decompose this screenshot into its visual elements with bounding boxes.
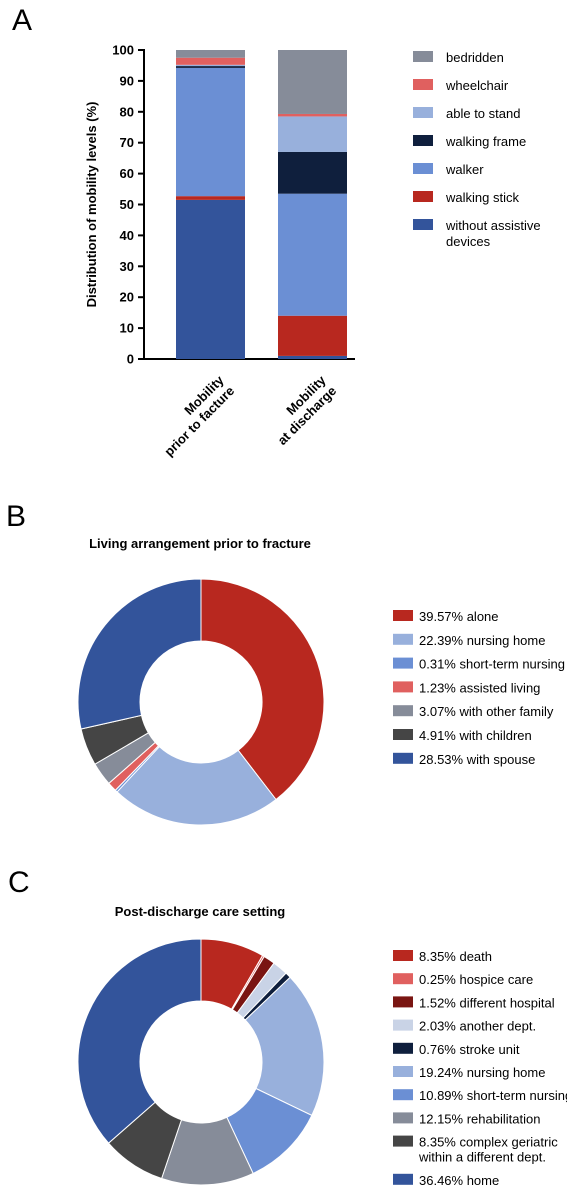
legend-entry: walking frame xyxy=(445,134,526,149)
legend-swatch xyxy=(393,1089,413,1101)
legend-swatch xyxy=(393,1112,413,1124)
legend-entry: 8.35% death xyxy=(419,949,492,964)
panel-label-a: A xyxy=(12,4,33,37)
bar-segment-walker xyxy=(278,193,347,316)
legend-swatch xyxy=(393,996,413,1008)
legend-entry: able to stand xyxy=(446,106,520,121)
legend-entry: 2.03% another dept. xyxy=(419,1019,536,1034)
stacked-bar-chart-mobility: 0 10 20 30 40 50 60 70 80 90 100 Distribution of mo… xyxy=(84,43,541,460)
post-discharge-slice xyxy=(244,976,325,1117)
bar-segment-wheelchair xyxy=(278,113,347,117)
y-tick-label: 100 xyxy=(112,43,134,58)
legend-swatch xyxy=(413,107,433,118)
legend-swatch xyxy=(393,681,413,693)
living-arrangement-slice xyxy=(116,745,277,826)
y-axis-title: Distribution of mobility levels (%) xyxy=(84,102,99,308)
legend-entry: 1.23% assisted living xyxy=(419,680,540,695)
legend-entry: walker xyxy=(445,162,484,177)
legend-swatch xyxy=(413,51,433,62)
panel-label-c: C xyxy=(8,866,30,899)
donut-chart-living-arrangement: 39.57% alone 22.39% nursing home 0.31% sho… xyxy=(77,578,565,826)
y-tick-label: 50 xyxy=(120,197,134,212)
legend-entry: 12.15% rehabilitation xyxy=(419,1111,540,1126)
legend-swatch xyxy=(413,79,433,90)
legend-swatch xyxy=(413,219,433,230)
post-discharge-slice xyxy=(77,938,202,1144)
bar-segment-able-to-stand xyxy=(278,116,347,152)
y-tick-label: 80 xyxy=(120,104,134,119)
legend-swatch xyxy=(413,135,433,146)
legend-swatch xyxy=(393,657,413,669)
legend-entry: within a different dept. xyxy=(418,1150,546,1165)
bar-segment-without-assistive-devices xyxy=(176,199,245,359)
legend-swatch xyxy=(393,729,413,740)
bar-segment-walker xyxy=(176,67,245,197)
legend-swatch xyxy=(393,950,413,961)
y-tick-label: 30 xyxy=(120,259,134,274)
legend-swatch xyxy=(393,1173,413,1185)
legend-swatch xyxy=(413,191,433,202)
y-tick-label: 20 xyxy=(120,290,134,305)
bar-segment-wheelchair xyxy=(176,57,245,65)
y-tick-label: 70 xyxy=(120,135,134,150)
living-arrangement-slice xyxy=(77,578,202,730)
legend-entry: 22.39% nursing home xyxy=(419,633,545,648)
donut-chart-post-discharge: 8.35% death 0.25% hospice care 1.52% diffe… xyxy=(77,938,567,1188)
legend-entry: 4.91% with children xyxy=(419,728,532,743)
legend-entry: 0.76% stroke unit xyxy=(419,1042,520,1057)
legend-swatch xyxy=(393,705,413,717)
y-tick-label: 0 xyxy=(127,352,134,367)
chart-title-living-arrangement: Living arrangement prior to fracture xyxy=(89,536,311,551)
bar-segment-bedridden xyxy=(278,50,347,114)
legend-swatch xyxy=(393,610,413,621)
legend-swatch xyxy=(393,1019,413,1031)
bar-segment-walking-frame xyxy=(176,66,245,68)
legend-entry: 19.24% nursing home xyxy=(419,1065,545,1080)
y-tick-label: 40 xyxy=(120,228,134,243)
living-arrangement-slice xyxy=(200,578,325,801)
panel-label-b: B xyxy=(6,500,27,533)
y-tick-label: 10 xyxy=(120,321,134,336)
legend-swatch xyxy=(413,163,433,174)
bar-segment-walking-stick xyxy=(278,315,347,356)
legend-entry: 0.25% hospice care xyxy=(419,972,533,987)
legend-entry: without assistive xyxy=(445,218,541,233)
legend-entry: 36.46% home xyxy=(419,1173,499,1188)
legend-swatch xyxy=(393,973,413,985)
legend-entry: 0.31% short-term nursing xyxy=(419,657,565,672)
y-tick-label: 90 xyxy=(120,73,134,88)
chart-title-post-discharge: Post-discharge care setting xyxy=(114,904,286,919)
legend-swatch xyxy=(393,1135,413,1147)
legend-swatch xyxy=(393,752,413,764)
bar-segment-without-assistive-devices xyxy=(278,355,347,359)
bar-segment-walking-frame xyxy=(278,151,347,194)
legend-entry: 1.52% different hospital xyxy=(419,995,555,1010)
legend-swatch xyxy=(393,633,413,645)
legend-entry: wheelchair xyxy=(445,78,509,93)
bar-segment-walking-stick xyxy=(176,196,245,200)
legend-entry: 8.35% complex geriatric xyxy=(419,1135,558,1150)
legend-entry: bedridden xyxy=(446,50,504,65)
legend-entry: 28.53% with spouse xyxy=(419,752,535,767)
legend-entry: 3.07% with other family xyxy=(419,704,554,719)
legend-entry: devices xyxy=(446,234,491,249)
legend-swatch xyxy=(393,1066,413,1077)
legend-swatch xyxy=(393,1042,413,1054)
y-tick-label: 60 xyxy=(120,166,134,181)
bar-segment-able-to-stand xyxy=(176,64,245,67)
bar-segment-bedridden xyxy=(176,50,245,58)
legend-entry: 10.89% short-term nursing xyxy=(419,1088,567,1103)
legend-entry: walking stick xyxy=(445,190,519,205)
legend-entry: 39.57% alone xyxy=(419,609,499,624)
